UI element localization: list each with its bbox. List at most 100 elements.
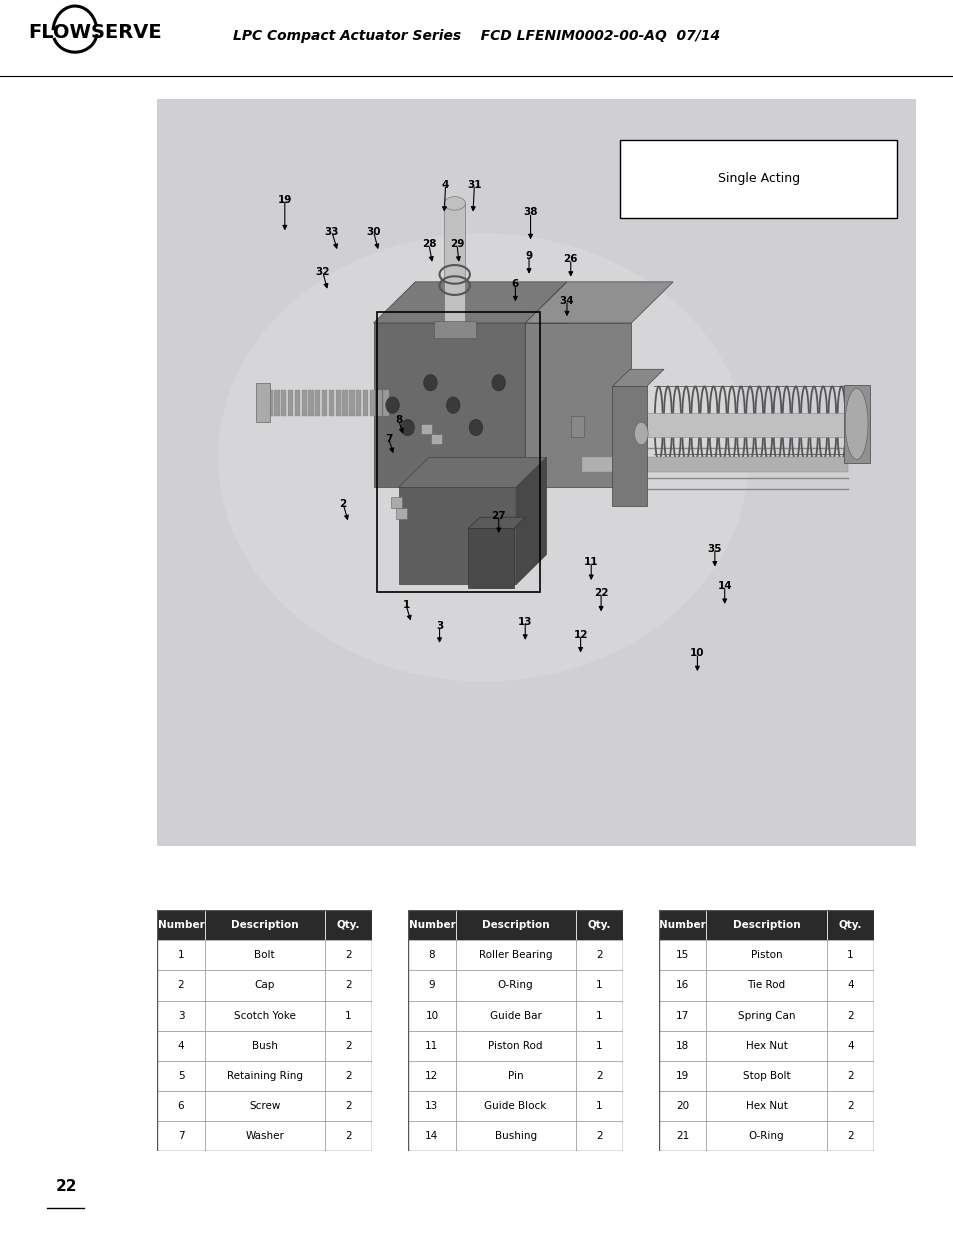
Text: 4: 4 — [177, 1041, 184, 1051]
Bar — [288, 390, 293, 416]
Bar — [576, 1000, 622, 1030]
Bar — [204, 1091, 324, 1121]
Text: 9: 9 — [525, 251, 532, 261]
Bar — [329, 390, 334, 416]
Text: 2: 2 — [177, 981, 184, 990]
Bar — [408, 1061, 456, 1091]
Bar — [204, 1121, 324, 1151]
Text: 13: 13 — [517, 616, 532, 627]
Text: 8: 8 — [428, 951, 435, 961]
Bar — [324, 1000, 372, 1030]
Text: 2: 2 — [596, 1071, 602, 1081]
Bar — [659, 940, 705, 971]
Text: 2: 2 — [345, 981, 352, 990]
Bar — [157, 1061, 204, 1091]
Bar — [349, 390, 355, 416]
Bar — [370, 390, 375, 416]
Text: 6: 6 — [511, 279, 518, 289]
Bar — [431, 433, 441, 445]
Bar — [825, 1030, 873, 1061]
Text: 12: 12 — [573, 630, 587, 640]
Text: Guide Block: Guide Block — [484, 1100, 546, 1110]
Text: 8: 8 — [395, 415, 402, 425]
Text: 1: 1 — [596, 1041, 602, 1051]
Bar — [324, 1030, 372, 1061]
Bar — [456, 1061, 576, 1091]
Text: Tie Rod: Tie Rod — [747, 981, 784, 990]
Bar — [659, 1061, 705, 1091]
Bar — [468, 529, 514, 588]
Text: 20: 20 — [676, 1100, 689, 1110]
Bar — [456, 1000, 576, 1030]
Text: 2: 2 — [846, 1131, 853, 1141]
Bar — [825, 1000, 873, 1030]
Bar — [324, 1061, 372, 1091]
Bar — [434, 321, 476, 338]
Bar — [659, 971, 705, 1000]
Text: Number: Number — [659, 920, 705, 930]
Text: 2: 2 — [846, 1071, 853, 1081]
Text: 2: 2 — [846, 1100, 853, 1110]
Bar — [342, 390, 348, 416]
Text: 5: 5 — [177, 1071, 184, 1081]
Text: Description: Description — [231, 920, 298, 930]
Text: 4: 4 — [846, 981, 853, 990]
Bar — [408, 1030, 456, 1061]
Text: Bolt: Bolt — [254, 951, 274, 961]
Bar — [274, 390, 279, 416]
Polygon shape — [525, 282, 566, 488]
Bar — [398, 488, 516, 584]
Ellipse shape — [634, 422, 647, 445]
Ellipse shape — [444, 196, 465, 210]
Bar — [444, 204, 465, 338]
Polygon shape — [398, 457, 546, 488]
Bar — [576, 940, 622, 971]
Bar — [301, 390, 307, 416]
Bar — [705, 910, 825, 940]
Bar — [705, 1061, 825, 1091]
Bar — [842, 385, 869, 463]
Text: 2: 2 — [345, 951, 352, 961]
Bar — [157, 1091, 204, 1121]
Text: 32: 32 — [315, 267, 330, 277]
Bar — [576, 1061, 622, 1091]
Bar — [376, 390, 381, 416]
Bar — [324, 1091, 372, 1121]
Bar — [408, 1091, 456, 1121]
Bar — [705, 971, 825, 1000]
Text: 17: 17 — [676, 1010, 689, 1020]
Bar — [705, 1030, 825, 1061]
Bar — [395, 509, 407, 519]
Bar — [456, 1030, 576, 1061]
Text: 26: 26 — [563, 254, 578, 264]
Text: 6: 6 — [177, 1100, 184, 1110]
Bar — [408, 940, 456, 971]
Text: 35: 35 — [707, 543, 721, 553]
Bar — [825, 1091, 873, 1121]
Bar — [659, 1000, 705, 1030]
Text: Hex Nut: Hex Nut — [745, 1100, 786, 1110]
Ellipse shape — [385, 396, 399, 414]
Text: 11: 11 — [425, 1041, 438, 1051]
Text: 1: 1 — [596, 1100, 602, 1110]
Polygon shape — [255, 383, 270, 421]
Text: 19: 19 — [676, 1071, 689, 1081]
Text: 4: 4 — [441, 180, 449, 190]
Bar — [204, 1000, 324, 1030]
Text: 2: 2 — [345, 1131, 352, 1141]
Bar — [421, 424, 432, 435]
Text: O-Ring: O-Ring — [748, 1131, 783, 1141]
Bar — [314, 390, 320, 416]
Text: 21: 21 — [676, 1131, 689, 1141]
Text: 19: 19 — [277, 195, 292, 205]
Text: 22: 22 — [55, 1179, 77, 1194]
Bar — [324, 1121, 372, 1151]
Bar — [408, 1121, 456, 1151]
Ellipse shape — [469, 420, 482, 436]
Bar — [383, 390, 388, 416]
Bar — [408, 910, 456, 940]
Bar — [204, 971, 324, 1000]
Bar — [616, 412, 850, 436]
Text: 13: 13 — [425, 1100, 438, 1110]
Bar — [308, 390, 314, 416]
